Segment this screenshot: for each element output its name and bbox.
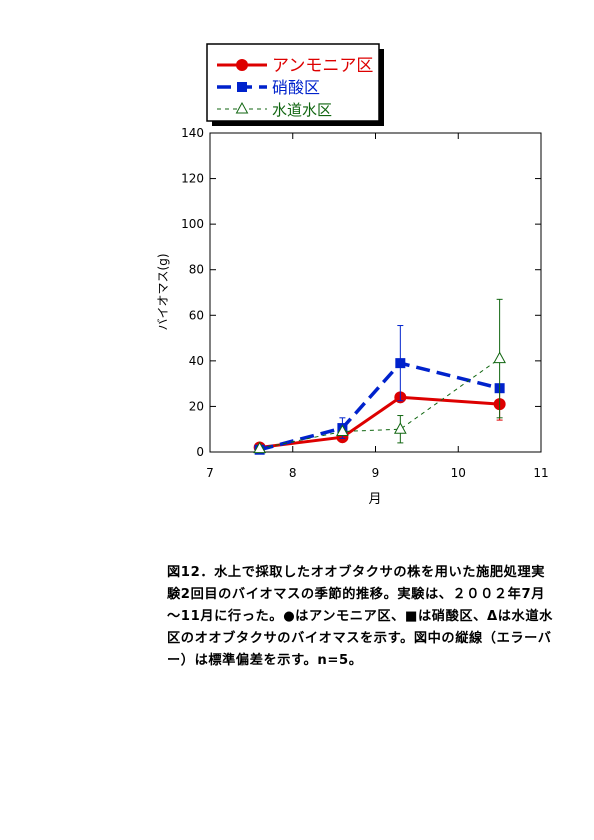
x-tick-label: 8 [289,466,297,480]
figure-caption: 図12．水上で採取したオオブタクサの株を用いた施肥処理実験2回目のバイオマスの季… [167,565,553,668]
y-tick-label: 140 [181,126,204,140]
legend-marker [236,59,248,71]
series-0 [253,387,506,454]
data-point [253,441,266,454]
legend-marker [235,101,249,114]
x-tick-label: 10 [451,466,466,480]
series-1 [254,325,505,455]
series-line [259,361,501,452]
y-tick-label: 80 [189,263,204,277]
legend-box [206,43,380,122]
legend-marker [237,82,247,92]
x-tick-label: 9 [372,466,380,480]
legend-label: 硝酸区 [272,78,320,97]
y-tick-label: 0 [196,445,204,459]
series-line [259,395,500,449]
y-tick-label: 120 [181,172,204,186]
data-point [393,422,407,434]
y-tick-label: 40 [189,354,204,368]
x-tick-label: 11 [533,466,548,480]
legend-label: 水道水区 [272,101,332,119]
series-line [259,358,500,450]
legend-label: アンモニア区 [272,56,373,76]
y-axis-label: バイオマス(g) [156,254,170,331]
x-axis-label: 月 [368,492,381,507]
y-tick-label: 20 [189,399,204,413]
series-2 [253,298,506,454]
data-point [395,358,406,369]
x-tick-label: 7 [206,466,214,480]
data-point [493,351,506,364]
y-tick-label: 60 [189,308,204,322]
y-tick-label: 100 [181,217,204,231]
data-point [336,424,349,436]
